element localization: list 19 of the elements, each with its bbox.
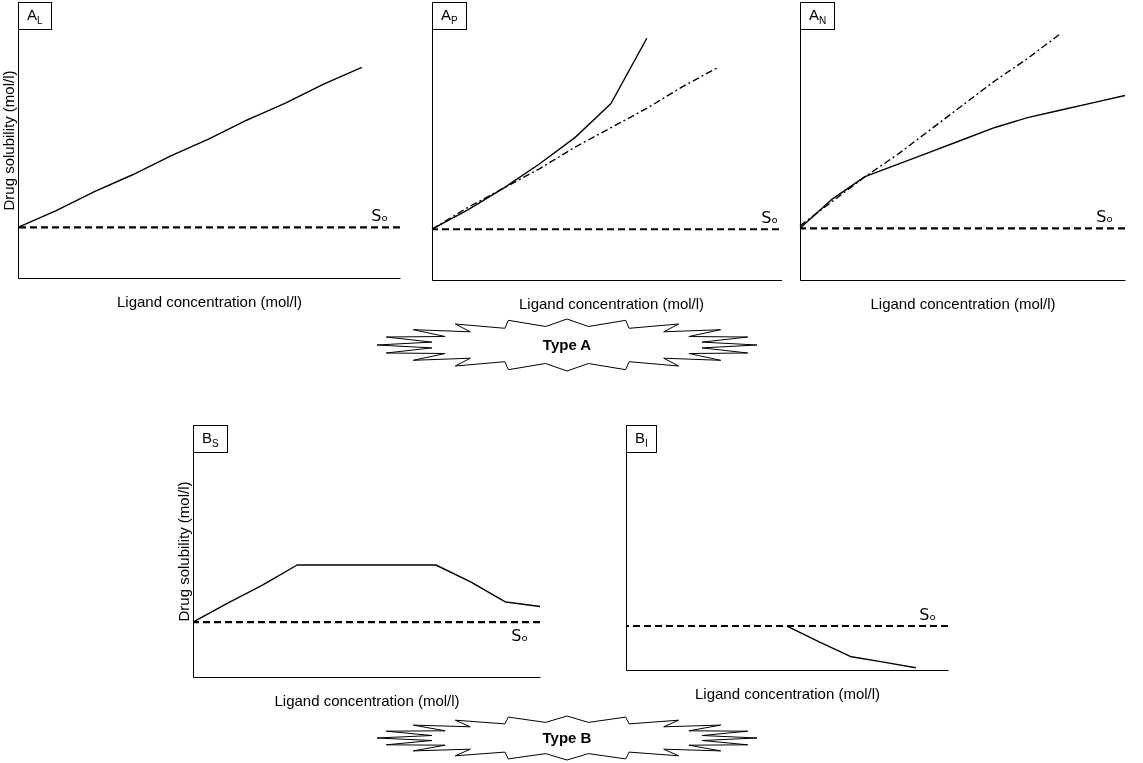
chart-title: B$_{I}$: [626, 425, 657, 453]
x-axis-title: Ligand concentration (mol/l): [694, 684, 881, 702]
y-axis-title: Drug solubility (mol/l): [174, 481, 192, 622]
ref-line-label: Sₒ: [371, 206, 388, 226]
x-axis-title: Ligand concentration (mol/l): [518, 294, 705, 312]
chart-title: A$_{P}$: [432, 2, 467, 30]
chart-title: A$_{L}$: [18, 2, 52, 30]
text: Type B: [542, 729, 592, 746]
x-axis-title: Ligand concentration (mol/l): [274, 691, 460, 709]
text: Type A: [542, 336, 592, 353]
x-axis-title: Ligand concentration (mol/l): [116, 292, 303, 310]
ref-line-label: Sₒ: [511, 626, 528, 646]
x-axis-title: Ligand concentration (mol/l): [870, 294, 1056, 312]
chart-title: A$_{N}$: [800, 2, 836, 30]
chart-title: B$_{S}$: [193, 425, 228, 453]
ref-line-label: Sₒ: [919, 605, 936, 625]
y-axis-title: Drug solubility (mol/l): [0, 70, 17, 211]
ref-line-label: Sₒ: [761, 208, 778, 228]
ref-line-label: Sₒ: [1096, 207, 1113, 227]
